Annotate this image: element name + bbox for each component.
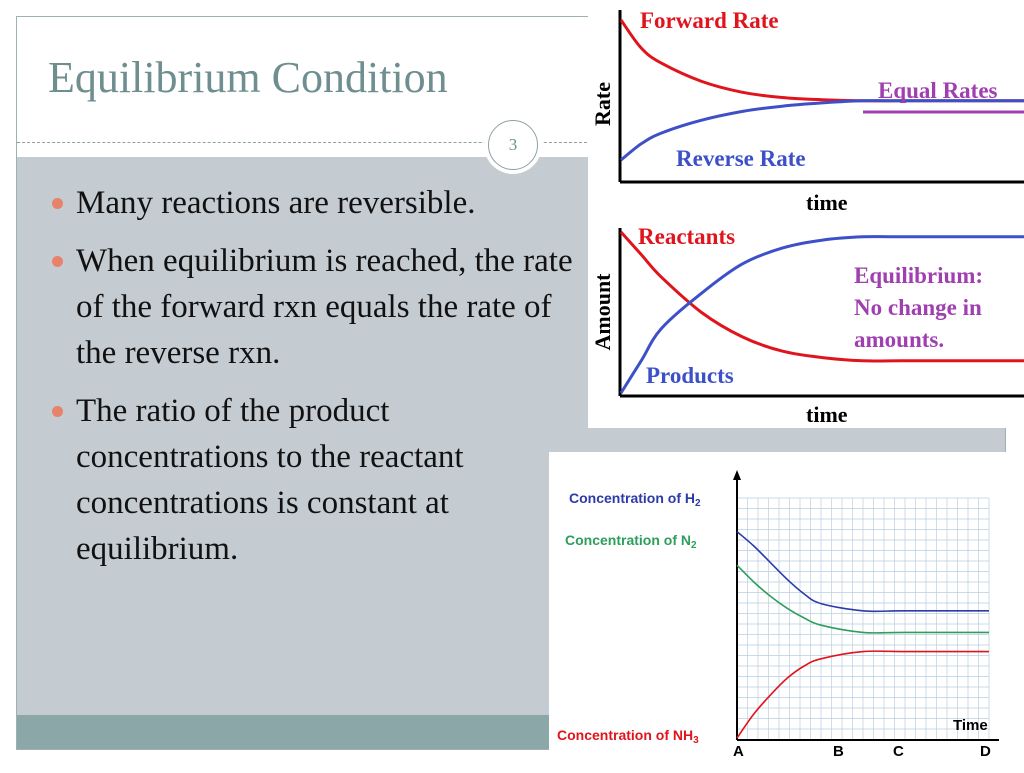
no-change-label: No change in bbox=[854, 295, 982, 320]
tick-label-c: C bbox=[893, 743, 904, 760]
tick-label-a: A bbox=[733, 743, 744, 760]
rate-time-label: time bbox=[806, 190, 848, 215]
bullet-dot-icon bbox=[52, 406, 63, 417]
bullet-text: Many reactions are reversible. bbox=[76, 185, 476, 221]
concentration-grid bbox=[736, 497, 990, 740]
amount-time-label: time bbox=[806, 402, 848, 427]
reactants-label: Reactants bbox=[638, 224, 735, 249]
nh3-line bbox=[736, 650, 989, 739]
n2-label: Concentration of N2 bbox=[565, 532, 697, 551]
bullet-dot-icon bbox=[52, 198, 63, 209]
products-line bbox=[619, 235, 1024, 394]
bullet-text: When equilibrium is reached, the rate of… bbox=[76, 243, 573, 371]
rate-axis-label: Rate bbox=[590, 82, 615, 126]
n2-line bbox=[736, 564, 989, 634]
amount-chart: Amount time Reactants Products Equilibri… bbox=[590, 224, 1024, 427]
rate-amount-charts: Rate time Forward Rate Reverse Rate Equa… bbox=[588, 0, 1024, 428]
equal-rates-label: Equal Rates bbox=[878, 78, 998, 103]
tick-label-d: D bbox=[980, 743, 991, 760]
bullet-list: Many reactions are reversible. When equi… bbox=[48, 180, 576, 584]
reverse-rate-label: Reverse Rate bbox=[676, 146, 806, 171]
amounts-label: amounts. bbox=[854, 327, 944, 352]
y-axis-arrow-icon bbox=[733, 470, 741, 480]
slide-title: Equilibrium Condition bbox=[48, 53, 448, 102]
h2-label: Concentration of H2 bbox=[569, 490, 701, 509]
bullet-item: The ratio of the product concentrations … bbox=[48, 388, 576, 572]
bullet-item: When equilibrium is reached, the rate of… bbox=[48, 238, 576, 376]
reactants-line bbox=[619, 230, 1024, 363]
concentration-chart: Concentration of H2 Concentration of N2 … bbox=[549, 452, 1024, 768]
reverse-rate-line bbox=[620, 99, 1024, 162]
products-label: Products bbox=[646, 363, 734, 388]
bullet-item: Many reactions are reversible. bbox=[48, 180, 576, 226]
tick-label-b: B bbox=[833, 743, 844, 760]
rate-amount-svg: Rate time Forward Rate Reverse Rate Equa… bbox=[590, 8, 1024, 427]
nh3-label: Concentration of NH3 bbox=[557, 727, 699, 746]
h2-line bbox=[736, 530, 989, 613]
concentration-svg: Concentration of H2 Concentration of N2 … bbox=[557, 470, 999, 760]
amount-axis-label: Amount bbox=[590, 273, 615, 351]
bullet-text: The ratio of the product concentrations … bbox=[76, 393, 464, 567]
forward-rate-label: Forward Rate bbox=[640, 8, 779, 33]
title-divider bbox=[17, 142, 587, 143]
rate-chart: Rate time Forward Rate Reverse Rate Equa… bbox=[590, 8, 1024, 215]
bullet-dot-icon bbox=[52, 256, 63, 267]
time-axis-label: Time bbox=[953, 717, 988, 734]
slide-number: 3 bbox=[488, 120, 538, 170]
equilibrium-label: Equilibrium: bbox=[854, 263, 983, 288]
